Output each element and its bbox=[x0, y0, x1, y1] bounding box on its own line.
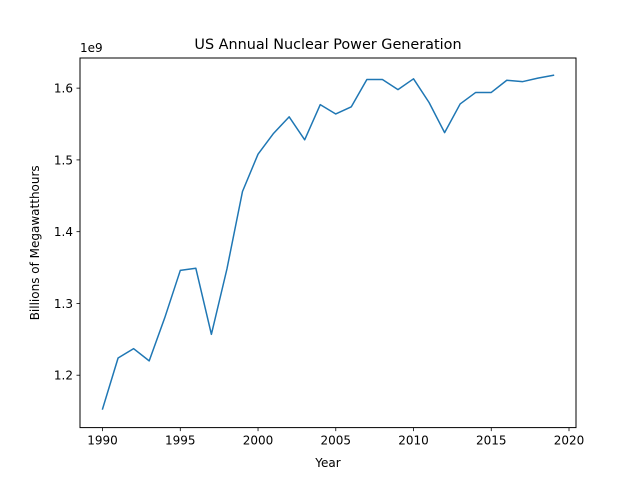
y-tick-label: 1.5 bbox=[54, 153, 73, 167]
x-axis-label: Year bbox=[314, 456, 340, 470]
y-axis-offset-label: 1e9 bbox=[80, 41, 103, 55]
x-tick-label: 2000 bbox=[243, 434, 274, 448]
y-tick-label: 1.6 bbox=[54, 82, 73, 96]
chart-title: US Annual Nuclear Power Generation bbox=[194, 37, 461, 53]
x-tick-label: 2010 bbox=[398, 434, 429, 448]
x-tick-label: 1995 bbox=[165, 434, 196, 448]
y-tick-label: 1.2 bbox=[54, 369, 73, 383]
y-tick-label: 1.3 bbox=[54, 297, 73, 311]
x-tick-label: 2020 bbox=[554, 434, 585, 448]
x-tick-label: 2015 bbox=[476, 434, 507, 448]
plot-area: 1990 1995 2000 2005 2010 2015 2020 1.2 1.3 1.4 1.5… bbox=[54, 74, 585, 448]
y-axis-label: Billions of Megawatthours bbox=[28, 165, 42, 320]
x-tick-label: 2005 bbox=[321, 434, 352, 448]
plot-frame bbox=[79, 57, 577, 429]
series-line-0 bbox=[101, 74, 555, 410]
x-tick-label: 1990 bbox=[87, 434, 118, 448]
y-tick-label: 1.4 bbox=[54, 225, 73, 239]
